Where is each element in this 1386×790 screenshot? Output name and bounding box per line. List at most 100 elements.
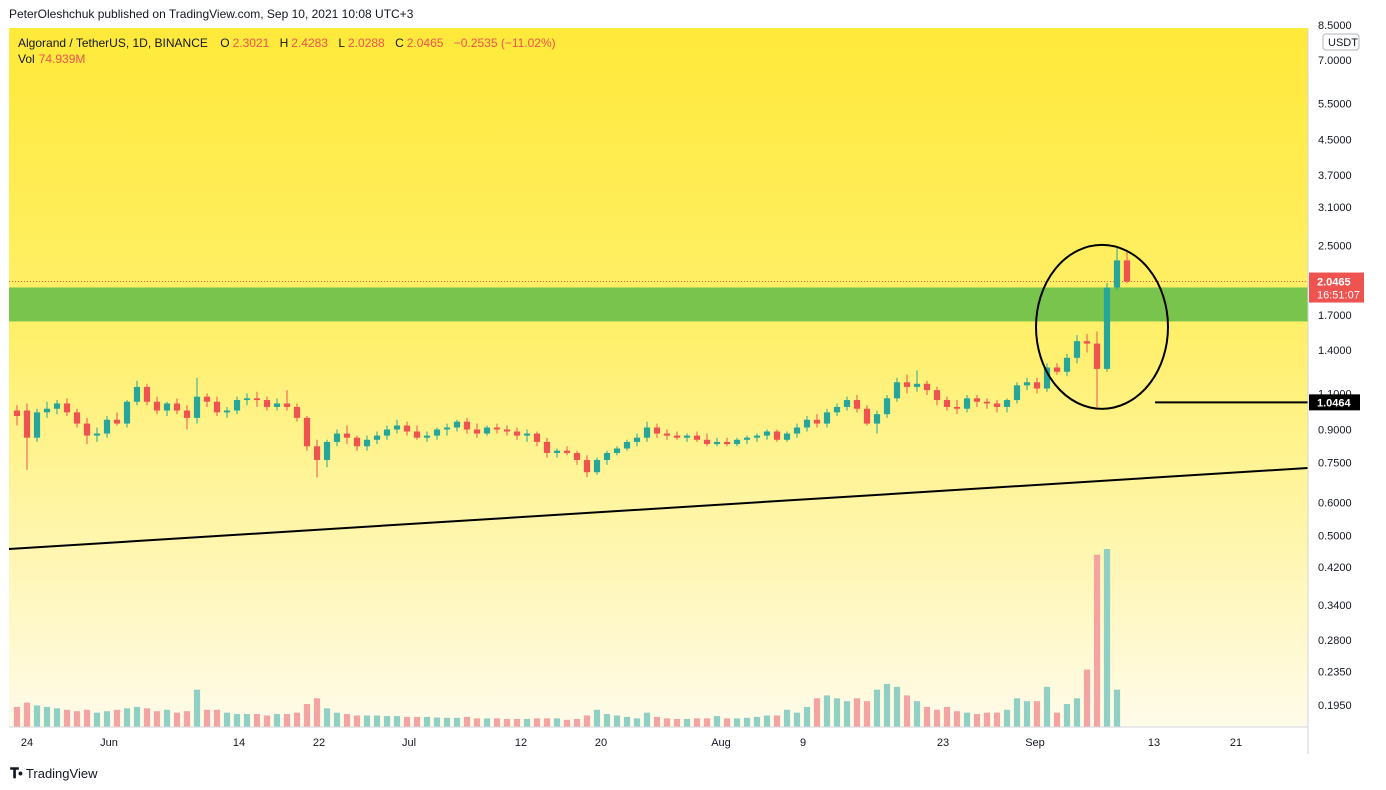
volume-bar [323,708,331,727]
candle [1083,333,1091,353]
candle [693,431,701,442]
volume-bar [873,689,881,727]
candle [173,398,181,415]
symbol-label[interactable]: Algorand / TetherUS, 1D, BINANCE [18,36,208,50]
volume-bar [603,714,611,727]
candle-body [1093,343,1101,369]
candle [993,400,1001,413]
volume-bar [133,706,141,727]
candle [43,401,51,418]
candle [53,400,61,415]
volume-bar [653,716,661,727]
price-tick-label: 1.4000 [1318,345,1352,357]
footer-brand[interactable]: 𝐓• TradingView [10,765,97,782]
volume-bar [103,711,111,727]
candle-body [873,414,881,424]
volume-bar [753,716,761,727]
candle-body [763,431,771,436]
price-tick-label: 4.5000 [1318,135,1352,147]
level-label: 1.0464 [1317,397,1352,409]
candle [323,439,331,468]
volume-bar [13,706,21,727]
candle [763,429,771,440]
candle-body [93,433,101,436]
candle [523,429,531,442]
candle [793,423,801,438]
candle [943,396,951,411]
volume-bar [783,709,791,727]
candle [673,431,681,440]
candle [103,416,111,438]
volume-bar [93,712,101,727]
countdown-label: 16:51:07 [1317,290,1360,302]
candle [133,380,141,406]
volume-bar [863,701,871,727]
candle-body [833,406,841,413]
ohlc-legend: Algorand / TetherUS, 1D, BINANCE O 2.3021… [18,35,559,52]
candle [873,410,881,434]
candle [83,417,91,445]
candle [383,425,391,440]
volume-bar [613,715,621,727]
candle-body [483,427,491,434]
time-tick-label: Jul [402,737,416,749]
volume-bar [1073,698,1081,727]
volume-bar [623,716,631,727]
candle-body [193,396,201,418]
price-tick-label: 0.9000 [1318,425,1352,437]
price-tick-label: 8.5000 [1318,20,1352,32]
candle-body [623,441,631,449]
volume-bar [703,718,711,727]
candle [973,395,981,407]
volume-bar [773,715,781,727]
candle [613,446,621,456]
volume-bar [463,716,471,727]
candle [233,396,241,415]
candle-body [113,419,121,424]
price-tick-label: 1.7000 [1318,310,1352,322]
candle [733,437,741,447]
candle [553,448,561,458]
candle-body [303,417,311,447]
candle-body [423,435,431,438]
volume-bar [793,712,801,727]
volume-bar [193,689,201,727]
candle [593,457,601,475]
volume-label[interactable]: Vol [18,52,35,66]
volume-bar [983,712,991,727]
low-label: L [338,36,346,50]
candle [783,431,791,442]
candle [23,403,31,470]
candle-body [1053,367,1061,372]
candle-body [263,400,271,407]
volume-bar [833,698,841,727]
time-tick-label: 14 [233,737,245,749]
candle [293,403,301,422]
candle [1053,363,1061,375]
time-tick-label: 22 [313,737,325,749]
candle-body [1013,385,1021,401]
time-tick-label: 24 [21,737,33,749]
time-tick-label: 9 [800,737,806,749]
tradingview-logo-icon: 𝐓• [10,765,23,781]
candle-body [373,435,381,440]
candle-body [273,403,281,407]
time-tick-label: 13 [1148,737,1160,749]
candle [753,433,761,442]
candle [643,421,651,442]
candle [963,395,971,413]
volume-bar [313,698,321,727]
volume-bar [453,717,461,727]
candle [413,425,421,440]
volume-bar [493,718,501,727]
price-axis-bg [1309,0,1386,754]
volume-bar [633,718,641,727]
price-tick-label: 0.5000 [1318,530,1352,542]
candle [223,406,231,418]
candle [373,431,381,445]
candle-body [773,431,781,440]
candle [703,433,711,447]
volume-bar [443,717,451,727]
candle [143,383,151,406]
